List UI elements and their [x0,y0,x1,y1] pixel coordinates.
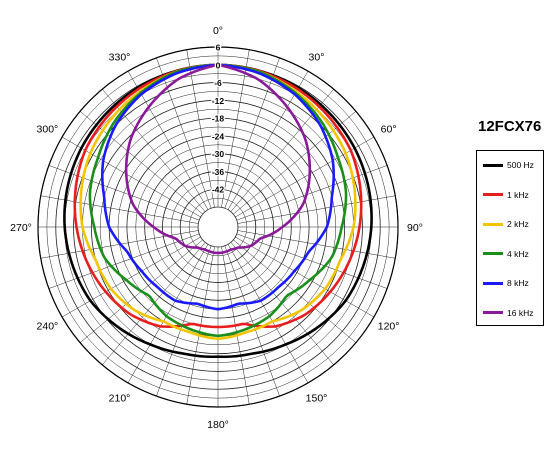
grid-spoke [156,245,212,397]
radial-tick-label: 6 [216,43,221,53]
grid-ring [197,206,239,248]
angle-tick-label: 90° [407,222,423,234]
radial-tick-label: -18 [212,114,225,124]
legend-item: 1 kHz [483,188,529,202]
radial-tick-label: -42 [212,185,225,195]
grid-spoke [186,49,215,208]
angle-tick-label: 330° [109,51,131,63]
angle-tick-label: 0° [213,25,223,37]
series-line-500-hz [63,63,373,359]
legend-item: 2 kHz [483,217,529,231]
legend-label: 4 kHz [507,248,529,259]
grid-spoke [61,236,201,318]
series-line-16-khz [124,63,312,255]
grid-spoke [233,111,357,215]
angle-tick-label: 240° [37,321,59,333]
grid-spoke [237,195,396,224]
legend-label: 500 Hz [507,160,534,170]
radial-tick-label: -12 [212,96,225,106]
angle-tick-label: 270° [10,222,32,234]
grid-spoke [48,233,200,289]
radial-tick-label: 0 [216,60,221,70]
grid-spoke [127,244,209,384]
legend-item: 16 kHz [483,306,533,320]
legend-swatch [483,193,503,196]
series-line-4-khz [88,63,348,338]
legend-label: 2 kHz [507,219,529,229]
grid-spoke [236,165,388,221]
grid-spoke [236,233,388,289]
grid-spoke [227,244,309,384]
angle-tick-label: 210° [109,393,131,405]
grid-spoke [221,49,250,208]
legend-item: 4 kHz [483,247,529,261]
grid-spoke [79,111,203,215]
angle-tick-label: 30° [309,51,325,63]
grid-spoke [224,57,280,209]
legend-item: 500 Hz [483,158,534,172]
grid-spoke [48,165,200,221]
angle-tick-label: 120° [378,321,400,333]
legend-swatch [483,163,503,167]
series-line-1-khz [73,63,363,329]
legend-label: 8 kHz [507,278,529,288]
legend-swatch [483,281,503,285]
legend: 500 Hz 1 kHz 2 kHz 4 kHz 8 kHz 16 kHz [476,150,544,326]
grid-spoke [40,195,199,224]
angle-tick-label: 60° [381,124,397,136]
radial-tick-label: -30 [212,149,225,159]
legend-label: 16 kHz [507,307,534,318]
angle-tick-label: 150° [306,393,328,405]
tick-labels: 6 0 -6 -12 -18 -24 -30 -36 -42 0° 30° 60° 90° 120° 150… [10,25,423,431]
radial-tick-label: -36 [212,167,225,177]
radial-tick-label: -24 [212,131,225,141]
grid-spoke [224,245,280,397]
angle-tick-label: 180° [207,419,229,431]
radial-tick-label: -6 [214,78,222,88]
grid-spoke [156,57,212,209]
legend-label: 1 kHz [507,189,529,200]
legend-swatch [483,222,503,226]
legend-swatch [483,311,503,314]
chart-title: 12FCX76 [478,118,542,135]
legend-item: 8 kHz [483,276,529,290]
outer-ring [37,46,399,408]
series-line-8-khz [100,63,336,311]
series-line-2-khz [79,63,357,341]
angle-tick-label: 300° [37,124,59,136]
series-group [63,63,373,359]
legend-swatch [483,252,503,255]
grid-spoke [235,236,375,318]
